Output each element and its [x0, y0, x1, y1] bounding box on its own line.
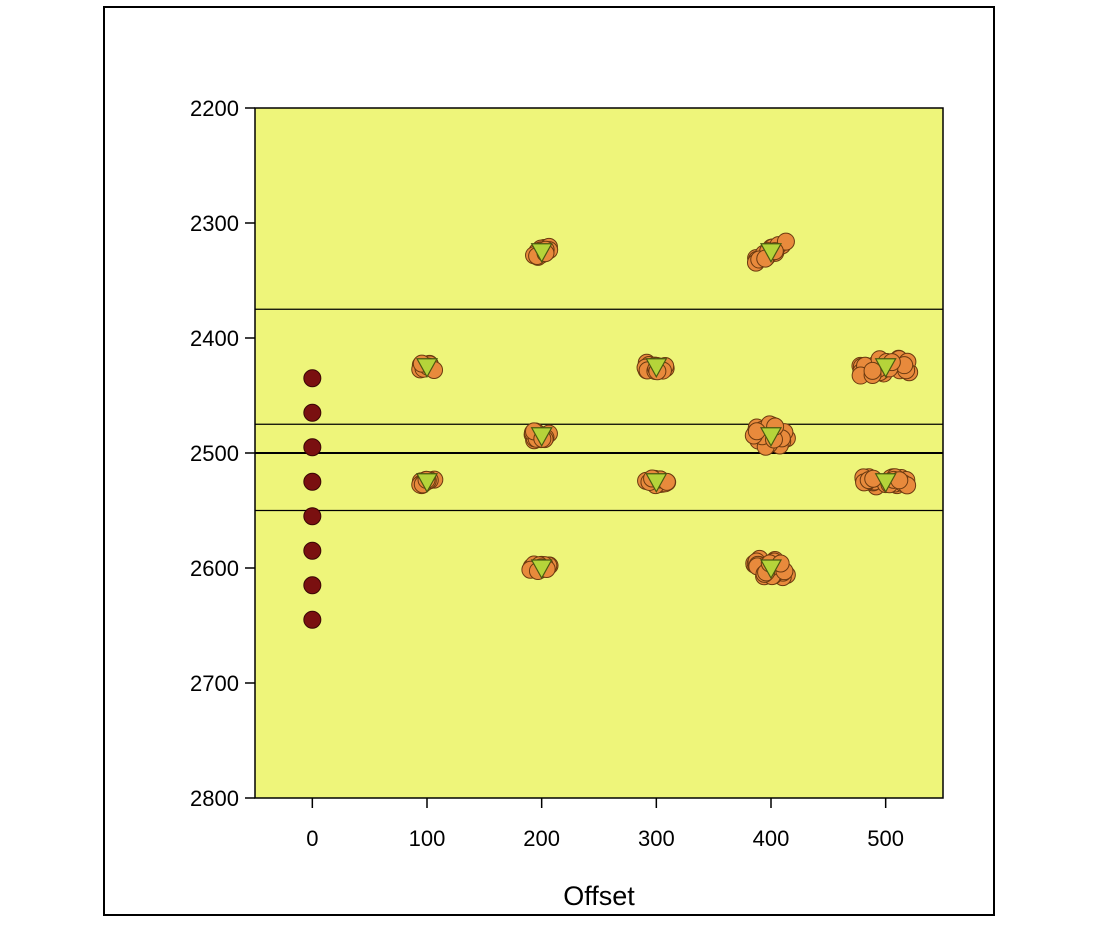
- source-point: [303, 576, 322, 595]
- cluster-point: [863, 361, 882, 380]
- cluster: [411, 470, 444, 495]
- source-point: [303, 610, 322, 629]
- cluster-center-triangle: [874, 358, 897, 378]
- cluster: [851, 349, 919, 385]
- cluster: [523, 422, 558, 450]
- cluster-center-triangle: [415, 473, 439, 493]
- axes: 2200 2300 2400 2500 2600 2700 2800 0 100 200 300 40…: [190, 96, 904, 851]
- cluster-center-triangle: [759, 243, 783, 263]
- x-axis-title: Offset: [563, 881, 635, 911]
- receiver-clusters: [411, 232, 919, 587]
- x-tick-label: 0: [306, 826, 318, 851]
- source-point: [303, 541, 322, 560]
- source-point: [303, 403, 322, 422]
- x-tick-label: 300: [638, 826, 675, 851]
- x-tick-label: 400: [753, 826, 790, 851]
- source-point: [303, 369, 322, 388]
- cluster-center-triangle: [530, 559, 553, 580]
- y-tick-label: 2600: [190, 556, 239, 581]
- x-tick-label: 500: [867, 826, 904, 851]
- cluster-center-triangle: [874, 473, 897, 493]
- cluster-center-triangle: [759, 559, 783, 580]
- cluster-center-triangle: [530, 243, 553, 263]
- cluster-center-triangle: [645, 473, 668, 493]
- x-tick-label: 200: [523, 826, 560, 851]
- cluster: [854, 468, 917, 496]
- y-tick-label: 2200: [190, 96, 239, 121]
- cluster-center-triangle: [415, 358, 439, 378]
- cluster: [637, 469, 677, 495]
- cluster: [745, 549, 796, 587]
- cluster-center-triangle: [530, 427, 553, 447]
- source-point: [303, 472, 322, 491]
- cluster: [411, 354, 444, 379]
- cluster: [744, 415, 796, 456]
- source-points: [303, 369, 322, 629]
- cluster: [521, 555, 559, 580]
- source-point: [303, 438, 322, 457]
- cluster: [525, 237, 559, 266]
- x-tick-label: 100: [409, 826, 446, 851]
- horizontal-lines: [255, 308, 943, 512]
- source-point: [303, 507, 322, 526]
- cluster-center-triangle: [645, 358, 668, 378]
- y-tick-label: 2700: [190, 671, 239, 696]
- y-tick-label: 2500: [190, 441, 239, 466]
- cluster: [746, 232, 795, 272]
- y-tick-label: 2800: [190, 786, 239, 811]
- y-tick-label: 2400: [190, 326, 239, 351]
- cluster-center-triangle: [759, 427, 783, 447]
- y-tick-label: 2300: [190, 211, 239, 236]
- cluster: [636, 353, 675, 381]
